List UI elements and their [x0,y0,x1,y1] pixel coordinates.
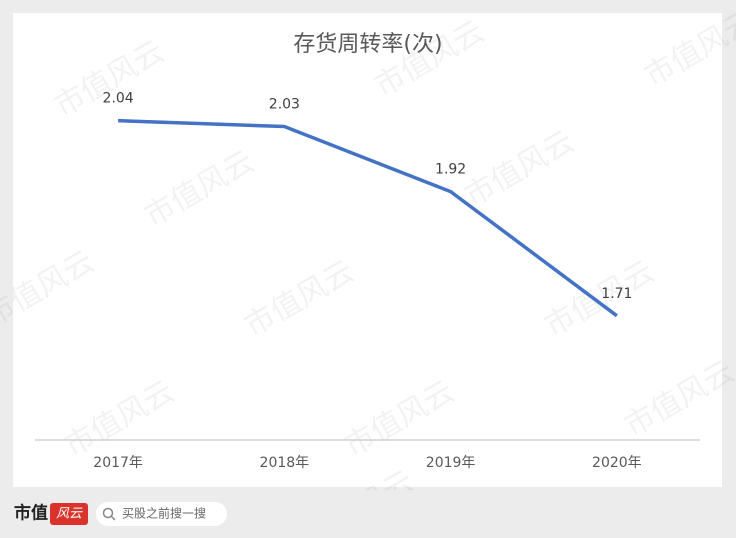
data-label: 1.92 [435,162,466,178]
x-tick-label: 2020年 [592,455,642,471]
data-label: 1.71 [601,286,632,302]
line [118,118,618,318]
chart-area [13,13,722,487]
x-tick-label: 2019年 [426,455,476,471]
data-label: 2.03 [269,97,300,113]
data-label: 2.04 [103,91,134,107]
x-tick-label: 2017年 [93,455,143,471]
logo-mark: 风云 [56,507,83,522]
x-tick-label: 2018年 [260,455,310,471]
search-icon [102,507,114,519]
logo: 市值 [14,503,48,524]
search-placeholder: 买股之前搜一搜 [122,506,206,521]
chart-title: 存货周转率(次) [293,32,442,57]
search-box[interactable] [96,502,227,526]
search-icon-handle [110,515,116,521]
logo-mark-bg [50,503,88,525]
